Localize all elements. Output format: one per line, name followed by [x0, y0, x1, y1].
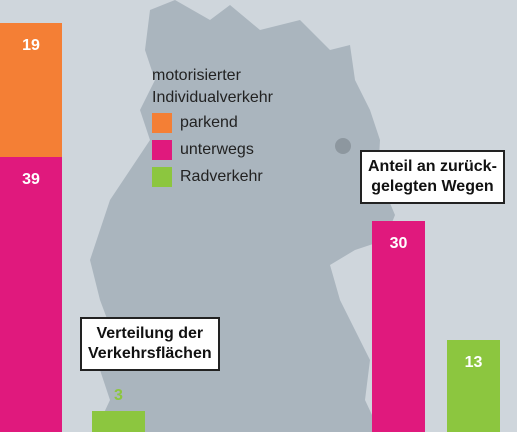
city-dot	[335, 138, 351, 154]
legend-title: motorisierter Individualverkehr	[152, 67, 273, 106]
value-label: 39	[22, 171, 40, 189]
category-label: Anteil an zurück- gelegten Wegen	[360, 150, 505, 204]
bar	[447, 340, 500, 432]
value-label: 19	[22, 37, 40, 55]
legend-label: Radverkehr	[180, 167, 263, 185]
value-label: 30	[389, 234, 408, 252]
legend: motorisierter Individualverkehr parkend u…	[152, 65, 312, 190]
legend-item: Radverkehr	[152, 163, 312, 190]
bar	[92, 410, 145, 432]
bar	[372, 220, 425, 432]
legend-item: parkend	[152, 109, 312, 136]
bar	[0, 23, 62, 158]
legend-label: parkend	[180, 113, 238, 131]
legend-swatch	[152, 112, 172, 133]
value-label: 3	[114, 386, 123, 404]
value-label: 13	[464, 354, 483, 372]
bar	[0, 157, 62, 432]
category-label: Verteilung der Verkehrsflächen	[80, 317, 220, 371]
legend-label: unterwegs	[180, 140, 254, 158]
legend-item: unterwegs	[152, 136, 312, 163]
legend-swatch	[152, 139, 172, 160]
legend-swatch	[152, 166, 172, 187]
